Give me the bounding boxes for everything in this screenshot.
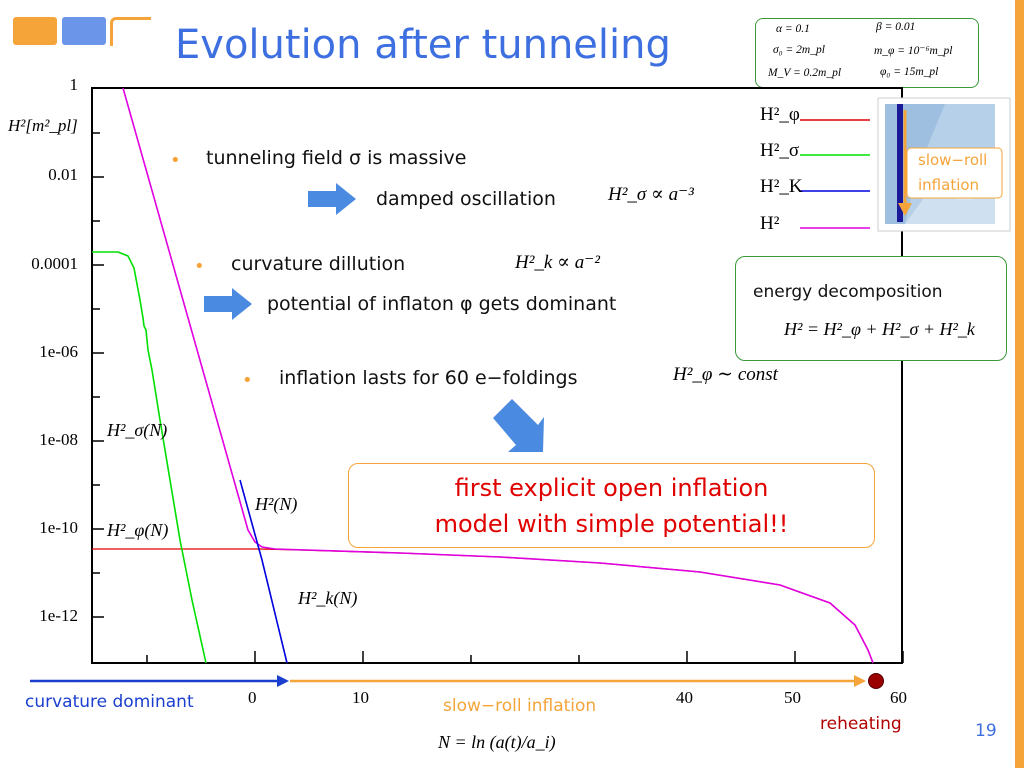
legend-label-h-k: H²_K: [760, 176, 803, 197]
x-axis-label: N = ln (a(t)/a_i): [438, 732, 556, 752]
legend-label-h-total: H²: [760, 213, 780, 234]
param-beta: β = 0.01: [876, 21, 916, 33]
energy-title: energy decomposition: [753, 282, 943, 302]
phase-reheating: reheating: [820, 714, 902, 734]
bullet-curvature: curvature dillution: [231, 253, 406, 275]
plot-frame: [91, 87, 903, 664]
x-tick-label-60: 60: [890, 688, 907, 707]
page-number: 19: [975, 721, 997, 741]
logo-block-orange: [13, 17, 57, 45]
subpoint-potential: potential of inflaton φ gets dominant: [267, 293, 617, 315]
y-tick-label-1: 1: [69, 75, 79, 94]
y-tick-label-0.0001: 0.0001: [31, 254, 78, 273]
curve-h-k: [239, 479, 288, 664]
arrow-slowroll-head: [854, 675, 866, 687]
y-tick-label-1e-10: 1e-10: [39, 518, 78, 537]
curve-h-sigma: [92, 251, 207, 664]
param-sigma0: σ₀ = 2m_pl: [773, 44, 825, 56]
subpoint-damped: damped oscillation: [376, 188, 556, 210]
x-tick-label-10: 10: [352, 688, 369, 707]
y-tick-label-1e-08: 1e-08: [39, 430, 78, 449]
label-h-total: H²(N): [255, 494, 298, 514]
legend-label-h-sigma: H²_σ: [760, 140, 800, 161]
energy-formula: H² = H²_φ + H²_σ + H²_k: [784, 319, 975, 339]
explicit-line-1: first explicit open inflation: [454, 473, 769, 502]
x-tick-marks: [146, 651, 904, 663]
inset-label-line2: inflation: [918, 176, 980, 194]
explicit-model-box: first explicit open inflation model with…: [348, 463, 875, 548]
explicit-line-2: model with simple potential!!: [434, 509, 789, 538]
bullet-inflation: inflation lasts for 60 e−foldings: [279, 367, 578, 389]
x-tick-label-40: 40: [676, 688, 693, 707]
slide-title: Evolution after tunneling: [175, 22, 671, 68]
x-tick-label-50: 50: [784, 688, 801, 707]
arrow-curvature-head: [277, 675, 289, 687]
logo-block-blue: [62, 17, 106, 45]
curve-h-total: [122, 87, 874, 664]
label-h-sigma: H²_σ(N): [107, 420, 168, 440]
right-accent-stripe: [1015, 0, 1024, 768]
math-damped: H²_σ ∝ a⁻³: [608, 184, 694, 205]
y-tick-label-1e-12: 1e-12: [39, 606, 78, 625]
legend-label-h-phi: H²_φ: [760, 104, 800, 125]
block-arrow-1: [308, 183, 356, 215]
y-axis-label: H²[m²_pl]: [8, 116, 78, 135]
x-tick-label-0: 0: [248, 688, 257, 707]
param-m-phi: m_φ = 10⁻⁶m_pl: [874, 45, 953, 57]
bullet-dot-1: •: [170, 150, 181, 171]
bullet-dot-2: •: [194, 256, 205, 277]
block-arrow-2: [204, 288, 252, 320]
y-tick-label-1e-06: 1e-06: [39, 342, 78, 361]
reheating-dot: [868, 673, 884, 689]
phase-curvature-dominant: curvature dominant: [25, 692, 194, 712]
param-alpha: α = 0.1: [776, 23, 810, 35]
math-const: H²_φ ∼ const: [673, 364, 778, 385]
energy-decomposition-box: energy decomposition H² = H²_φ + H²_σ + …: [735, 256, 1007, 361]
label-h-phi: H²_φ(N): [107, 520, 169, 540]
y-tick-marks: [92, 87, 104, 618]
curve-h-phi: [92, 548, 874, 664]
param-phi0: φ₀ = 15m_pl: [880, 66, 939, 78]
math-curvature: H²_k ∝ a⁻²: [515, 252, 600, 273]
param-mv: M_V = 0.2m_pl: [768, 67, 842, 79]
y-tick-label-0.01: 0.01: [48, 165, 78, 184]
inset-label-line1: slow−roll: [918, 151, 988, 169]
inset-contour-plot: [877, 97, 1011, 232]
bullet-tunneling: tunneling field σ is massive: [206, 147, 467, 169]
label-h-k: H²_k(N): [298, 588, 358, 608]
phase-slow-roll: slow−roll inflation: [443, 696, 597, 716]
logo-block-outline: [110, 17, 151, 46]
block-arrow-down: [493, 399, 544, 452]
bullet-dot-3: •: [242, 370, 253, 391]
